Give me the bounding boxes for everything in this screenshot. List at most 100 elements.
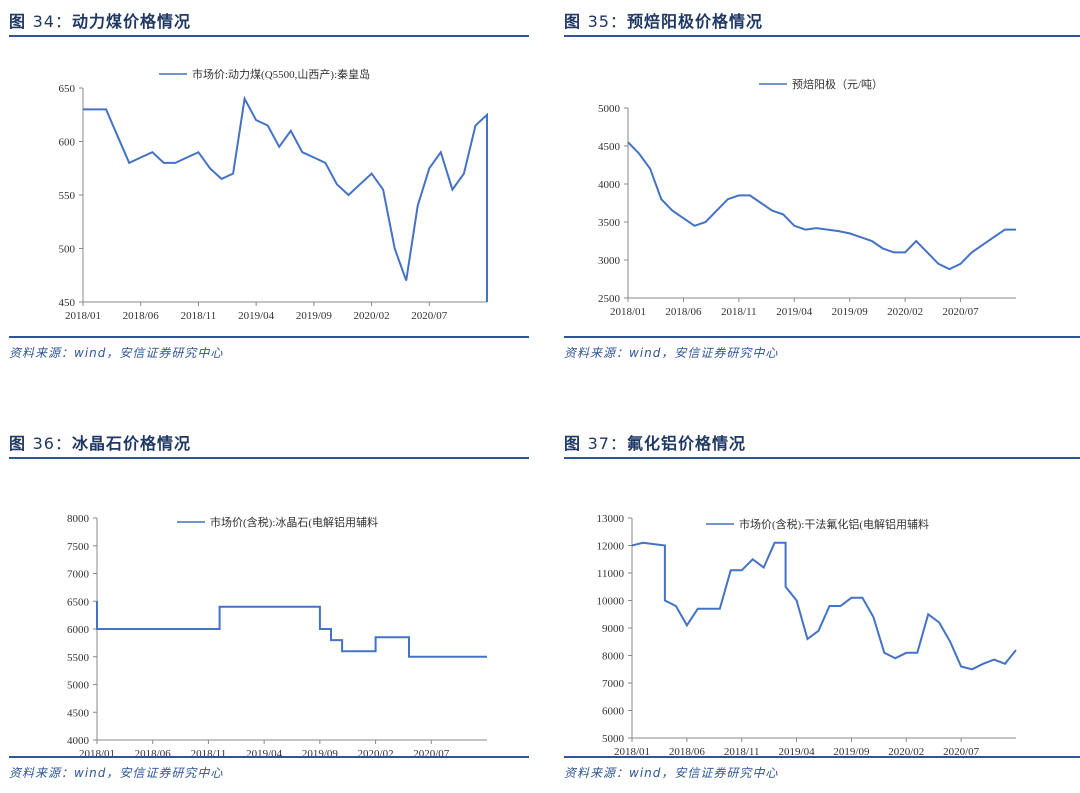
legend-label: 市场价:动力煤(Q5500,山西产):秦皇岛 xyxy=(192,67,370,81)
series-line xyxy=(627,141,1016,271)
panel-prebaked-anode: 图 35：预焙阳极价格情况 预焙阳极（元/吨） 2500 3000 3500 4000 4… xyxy=(564,8,1080,368)
y-tick-label: 3000 xyxy=(598,255,621,267)
figure-caption: 氟化铝价格情况 xyxy=(626,434,746,453)
figure-caption: 预焙阳极价格情况 xyxy=(626,12,763,31)
figure-number: 37： xyxy=(587,434,627,453)
figure-label: 图 xyxy=(564,12,588,31)
chart-prebaked-anode: 预焙阳极（元/吨） 2500 3000 3500 4000 4500 5000 2018/01… xyxy=(598,77,1016,318)
y-tick-label: 450 xyxy=(59,297,76,309)
source-rule xyxy=(564,336,1080,338)
x-tick-label: 2020/07 xyxy=(413,748,450,760)
x-tick-label: 2018/06 xyxy=(135,748,172,760)
y-tick-label: 11000 xyxy=(597,568,625,580)
figure-number: 36： xyxy=(32,434,72,453)
x-tick-label: 2019/04 xyxy=(246,748,283,760)
legend-label: 市场价(含税):干法氟化铝(电解铝用辅料 xyxy=(739,517,929,531)
x-tick-label: 2020/02 xyxy=(888,746,924,758)
x-tick-label: 2020/07 xyxy=(411,310,448,322)
source-rule xyxy=(9,756,529,758)
x-tick-label: 2018/06 xyxy=(665,306,702,318)
x-tick-label: 2018/01 xyxy=(65,310,101,322)
figure-label: 图 xyxy=(9,434,33,453)
x-tick-label: 2018/01 xyxy=(79,748,115,760)
x-tick-label: 2020/07 xyxy=(943,746,980,758)
y-tick-label: 7000 xyxy=(67,569,90,581)
x-tick-label: 2019/09 xyxy=(832,306,869,318)
y-tick-label: 650 xyxy=(59,83,76,95)
panel-aluminum-fluoride: 图 37：氟化铝价格情况 市场价(含税):干法氟化铝(电解铝用辅料 5000 600… xyxy=(564,430,1080,790)
y-tick-label: 10000 xyxy=(597,596,625,608)
chart-cryolite: 市场价(含税):冰晶石(电解铝用辅料 4000 4500 5000 5500 6000 65… xyxy=(67,513,487,760)
source-note: 资料来源：wind，安信证券研究中心 xyxy=(9,346,224,360)
x-tick-label: 2019/09 xyxy=(833,746,870,758)
y-tick-label: 8000 xyxy=(602,651,625,663)
x-tick-label: 2018/11 xyxy=(191,748,227,760)
x-tick-label: 2019/09 xyxy=(296,310,333,322)
panel-cryolite: 图 36：冰晶石价格情况 市场价(含税):冰晶石(电解铝用辅料 4000 4500 5… xyxy=(9,430,529,790)
figure-title: 图 35：预焙阳极价格情况 xyxy=(564,8,1080,34)
panel-thermal-coal: 图 34：动力煤价格情况 市场价:动力煤(Q5500,山西产):秦皇岛 450 50… xyxy=(9,8,529,368)
source-note: 资料来源：wind，安信证券研究中心 xyxy=(564,766,779,780)
source-note: 资料来源：wind，安信证券研究中心 xyxy=(9,766,224,780)
title-rule xyxy=(564,35,1080,37)
x-tick-label: 2018/01 xyxy=(614,746,650,758)
y-tick-label: 4000 xyxy=(67,735,90,747)
series-line xyxy=(96,601,487,658)
y-tick-label: 8000 xyxy=(67,513,90,525)
y-tick-label: 6000 xyxy=(67,624,90,636)
series-line xyxy=(631,541,1017,671)
y-tick-label: 600 xyxy=(59,137,76,149)
y-tick-label: 5000 xyxy=(602,733,625,745)
figure-number: 34： xyxy=(32,12,72,31)
x-tick-label: 2018/06 xyxy=(669,746,706,758)
x-tick-label: 2019/04 xyxy=(776,306,813,318)
figure-label: 图 xyxy=(564,434,588,453)
y-tick-label: 4500 xyxy=(598,141,621,153)
x-tick-label: 2019/09 xyxy=(302,748,339,760)
y-tick-label: 5000 xyxy=(67,680,90,692)
y-tick-label: 5000 xyxy=(598,103,621,115)
figure-caption: 动力煤价格情况 xyxy=(71,12,191,31)
y-tick-label: 13000 xyxy=(597,513,625,525)
y-tick-label: 550 xyxy=(59,190,76,202)
y-tick-label: 5500 xyxy=(67,652,90,664)
chart-thermal-coal: 市场价:动力煤(Q5500,山西产):秦皇岛 450 500 550 600 650 201… xyxy=(59,67,488,322)
figure-number: 35： xyxy=(587,12,627,31)
y-tick-label: 4500 xyxy=(67,707,90,719)
figure-label: 图 xyxy=(9,12,33,31)
x-tick-label: 2019/04 xyxy=(779,746,816,758)
legend-label: 预焙阳极（元/吨） xyxy=(792,77,883,91)
title-rule xyxy=(9,457,529,459)
x-tick-label: 2018/01 xyxy=(610,306,646,318)
x-tick-label: 2019/04 xyxy=(238,310,275,322)
legend-label: 市场价(含税):冰晶石(电解铝用辅料 xyxy=(210,515,378,529)
figure-title: 图 36：冰晶石价格情况 xyxy=(9,430,529,456)
x-tick-label: 2018/11 xyxy=(724,746,760,758)
x-tick-label: 2018/11 xyxy=(181,310,217,322)
x-tick-label: 2020/02 xyxy=(358,748,394,760)
x-tick-label: 2018/06 xyxy=(123,310,160,322)
y-tick-label: 7000 xyxy=(602,678,625,690)
source-note: 资料来源：wind，安信证券研究中心 xyxy=(564,346,779,360)
figure-title: 图 34：动力煤价格情况 xyxy=(9,8,529,34)
source-rule xyxy=(9,336,529,338)
chart-aluminum-fluoride: 市场价(含税):干法氟化铝(电解铝用辅料 5000 6000 7000 8000 9000… xyxy=(597,513,1017,758)
y-tick-label: 6500 xyxy=(67,596,90,608)
y-tick-label: 9000 xyxy=(602,623,625,635)
source-rule xyxy=(564,756,1080,758)
series-line xyxy=(83,95,488,302)
figure-caption: 冰晶石价格情况 xyxy=(71,434,191,453)
x-tick-label: 2020/02 xyxy=(354,310,390,322)
x-tick-label: 2018/11 xyxy=(721,306,757,318)
figure-title: 图 37：氟化铝价格情况 xyxy=(564,430,1080,456)
x-tick-label: 2020/07 xyxy=(943,306,980,318)
y-tick-label: 3500 xyxy=(598,217,621,229)
y-tick-label: 4000 xyxy=(598,179,621,191)
y-tick-label: 7500 xyxy=(67,541,90,553)
y-tick-label: 6000 xyxy=(602,706,625,718)
y-tick-label: 500 xyxy=(59,244,76,256)
x-tick-label: 2020/02 xyxy=(887,306,923,318)
title-rule xyxy=(9,35,529,37)
y-tick-label: 2500 xyxy=(598,293,621,305)
title-rule xyxy=(564,457,1080,459)
